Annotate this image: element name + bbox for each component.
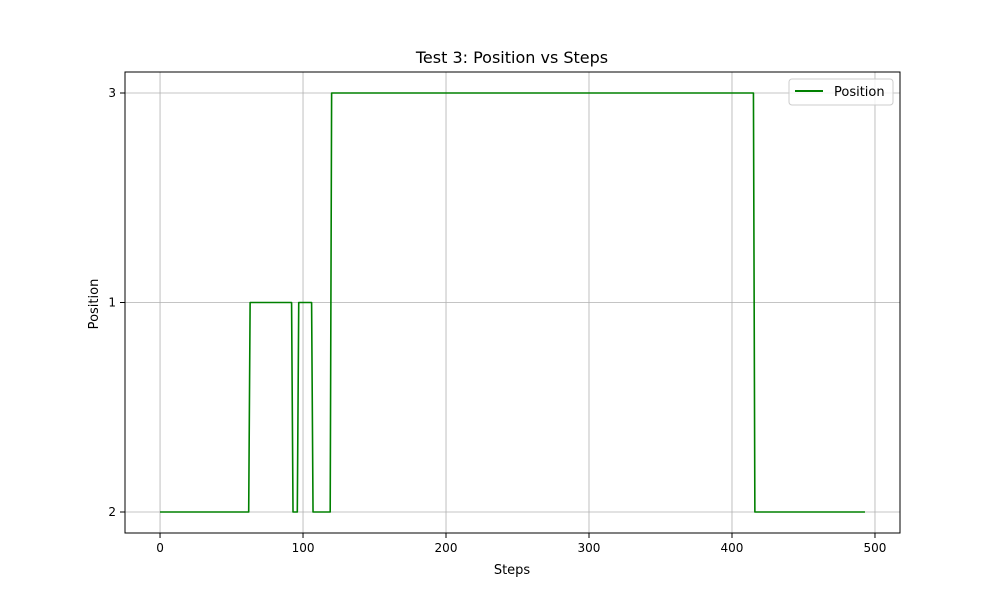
y-axis-label: Position (87, 279, 102, 330)
legend-box (788, 78, 894, 106)
x-tick-label: 500 (864, 541, 887, 555)
x-axis-ticks: 0 100 200 300 400 500 (156, 533, 886, 555)
x-tick-label: 0 (156, 541, 164, 555)
legend: Position (788, 78, 894, 106)
y-tick-label: 3 (108, 86, 116, 100)
x-tick-label: 300 (578, 541, 601, 555)
x-tick-label: 200 (435, 541, 458, 555)
legend-label: Position (834, 85, 885, 100)
y-tick-label: 2 (108, 505, 116, 519)
y-axis-ticks: 2 1 3 (108, 86, 125, 519)
x-tick-label: 400 (721, 541, 744, 555)
x-tick-label: 100 (292, 541, 315, 555)
y-tick-label: 1 (108, 296, 116, 310)
x-axis-label: Steps (494, 563, 531, 578)
series-layer (160, 92, 865, 513)
chart-title: Test 3: Position vs Steps (415, 48, 608, 67)
series-line (160, 92, 865, 513)
